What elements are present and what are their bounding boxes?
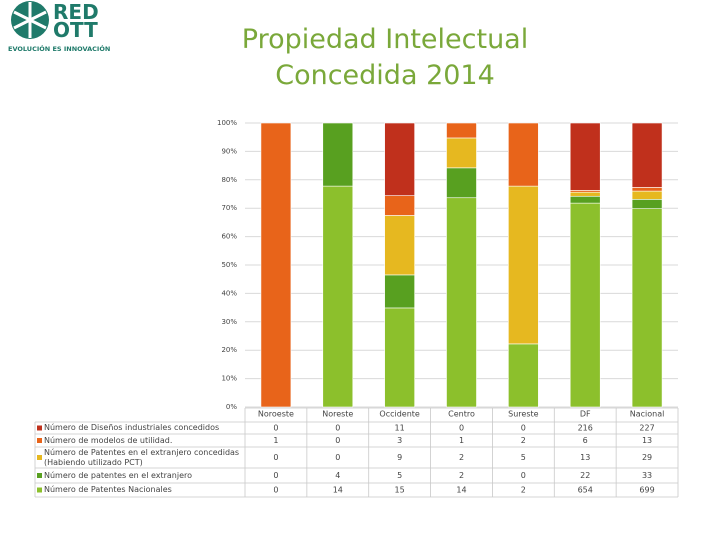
bar-segment <box>631 190 663 200</box>
table-value: 22 <box>580 471 590 480</box>
x-tick-label: Noreste <box>322 410 353 419</box>
table-value: 0 <box>273 486 278 495</box>
x-tick-label: DF <box>580 410 591 419</box>
bar-segment <box>384 215 415 276</box>
y-tick-label: 80% <box>221 176 237 184</box>
table-value: 9 <box>397 453 402 462</box>
logo-line: OTT <box>53 18 98 42</box>
table-value: 0 <box>273 453 278 462</box>
x-tick-label: Sureste <box>508 410 538 419</box>
x-tick-label: Centro <box>448 410 475 419</box>
table-value: 2 <box>459 471 464 480</box>
legend-label: Número de modelos de utilidad. <box>44 435 173 445</box>
table-value: 14 <box>456 486 466 495</box>
table-value: 654 <box>578 486 593 495</box>
logo-line: RED <box>53 0 99 24</box>
x-tick-label: Noroeste <box>258 410 294 419</box>
bar-segment <box>508 122 539 187</box>
x-tick-label: Nacional <box>630 410 665 419</box>
table-value: 0 <box>335 436 340 445</box>
table-value: 11 <box>395 424 405 433</box>
logo-name: RED OTT <box>53 0 99 42</box>
bar-segment <box>260 122 292 408</box>
table-value: 29 <box>642 453 652 462</box>
table-value: 0 <box>273 471 278 480</box>
bar-segment <box>508 185 539 345</box>
table-value: 33 <box>642 471 652 480</box>
table-value: 2 <box>521 486 526 495</box>
logo-tagline: EVOLUCIÓN ES INNOVACIÓN <box>8 45 111 53</box>
legend-swatch <box>37 425 42 431</box>
table-value: 15 <box>395 486 405 495</box>
table-value: 13 <box>642 436 652 445</box>
legend-swatch <box>37 487 42 493</box>
bar-segment <box>569 195 601 204</box>
y-tick-label: 0% <box>226 403 237 411</box>
table-value: 2 <box>521 436 526 445</box>
bar-segment <box>322 185 354 408</box>
table-value: 0 <box>335 424 340 433</box>
y-tick-label: 10% <box>221 375 237 383</box>
legend-swatch <box>37 438 42 443</box>
bar-segment <box>569 122 601 191</box>
x-tick-label: Occidente <box>379 410 420 419</box>
y-tick-label: 100% <box>217 119 237 127</box>
bar-segment <box>631 199 663 209</box>
bar-segment <box>631 208 663 408</box>
bar-segment <box>508 343 539 408</box>
table-value: 0 <box>335 453 340 462</box>
y-tick-label: 30% <box>221 318 237 326</box>
legend-label: Número de Patentes Nacionales <box>44 485 172 494</box>
table-value: 13 <box>580 453 590 462</box>
y-tick-label: 50% <box>221 261 237 269</box>
bar-segment <box>446 197 477 408</box>
legend-swatch <box>37 473 42 478</box>
bar-segment <box>384 274 415 309</box>
table-value: 3 <box>397 436 402 445</box>
bar-segment <box>446 137 477 169</box>
bar-segment <box>384 307 415 408</box>
y-tick-label: 70% <box>221 204 237 212</box>
table-value: 4 <box>335 471 340 480</box>
table-value: 0 <box>273 424 278 433</box>
table-value: 6 <box>583 436 588 445</box>
table-value: 0 <box>521 471 526 480</box>
legend-label: Número de Patentes en el extranjero conc… <box>44 447 240 467</box>
bar-segment <box>569 191 601 197</box>
logo-mark <box>11 1 49 39</box>
table-value: 14 <box>333 486 343 495</box>
bar-segment <box>631 122 663 188</box>
y-tick-label: 40% <box>221 289 237 297</box>
bar-segment <box>569 202 601 408</box>
y-tick-label: 90% <box>221 147 237 155</box>
legend-label: Número de patentes en el extranjero <box>44 470 193 480</box>
table-value: 2 <box>459 453 464 462</box>
table-value: 227 <box>639 424 654 433</box>
legend-swatch <box>37 455 42 460</box>
y-tick-label: 20% <box>221 346 237 354</box>
bar-segment <box>384 195 415 216</box>
bar-segment <box>446 122 477 139</box>
bar-segment <box>446 167 477 199</box>
table-value: 216 <box>578 424 593 433</box>
bar-segment <box>384 122 415 196</box>
legend-label: Número de Diseños industriales concedido… <box>44 423 220 432</box>
bar-segment <box>322 122 354 187</box>
table-value: 1 <box>273 436 278 445</box>
bar-segment <box>631 187 663 192</box>
table-value: 5 <box>397 471 402 480</box>
y-tick-label: 60% <box>221 233 237 241</box>
table-value: 1 <box>459 436 464 445</box>
table-value: 5 <box>521 453 526 462</box>
table-value: 699 <box>639 486 654 495</box>
table-value: 0 <box>459 424 464 433</box>
table-value: 0 <box>521 424 526 433</box>
chart-title: Propiedad Intelectual Concedida 2014 <box>241 24 529 91</box>
